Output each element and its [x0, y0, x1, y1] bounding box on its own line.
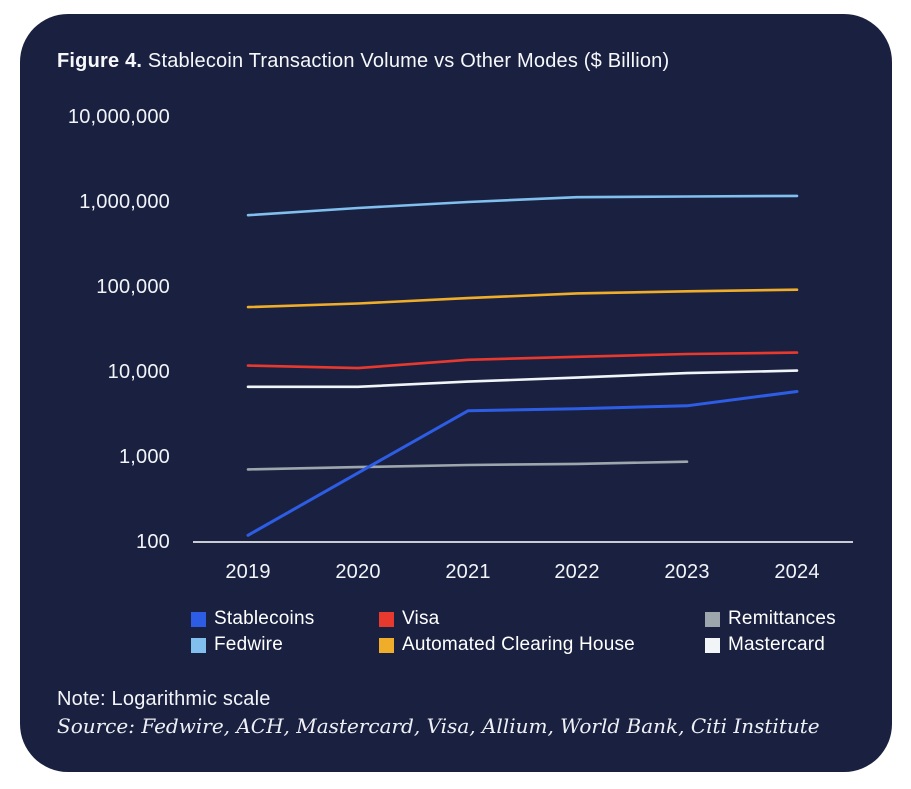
visa-swatch-icon: [379, 611, 394, 627]
legend-label: Fedwire: [214, 634, 283, 655]
legend-label: Visa: [402, 608, 440, 629]
legend-item-stablecoins: Stablecoins: [191, 608, 315, 629]
legend-item-fedwire: Fedwire: [191, 634, 283, 655]
y-tick-label: 100,000: [96, 276, 170, 298]
legend-item-remittances: Remittances: [705, 608, 836, 629]
legend-item-visa: Visa: [379, 608, 440, 629]
source-text: Source: Fedwire, ACH, Mastercard, Visa, …: [57, 714, 820, 738]
legend-item-mastercard: Mastercard: [705, 634, 826, 655]
legend-label: Automated Clearing House: [402, 634, 635, 655]
figure-title: Figure 4. Stablecoin Transaction Volume …: [57, 50, 669, 73]
remittances-swatch-icon: [705, 611, 720, 627]
y-tick-label: 1,000,000: [79, 191, 170, 213]
y-tick-label: 100: [136, 531, 170, 553]
legend-label: Mastercard: [728, 634, 826, 655]
chart-line-stablecoins: [246, 390, 799, 537]
mastercard-swatch-icon: [705, 637, 720, 653]
ach-swatch-icon: [379, 637, 394, 653]
y-tick-label: 10,000: [107, 361, 170, 383]
figure-card: Figure 4. Stablecoin Transaction Volume …: [20, 14, 892, 772]
chart-line-mastercard: [246, 369, 799, 389]
note-text: Note: Logarithmic scale: [57, 688, 271, 710]
fedwire-swatch-icon: [191, 637, 206, 653]
x-tick-label: 2021: [445, 561, 491, 583]
stablecoins-swatch-icon: [191, 611, 206, 627]
chart-line-remittances: [246, 460, 689, 471]
x-tick-label: 2020: [335, 561, 381, 583]
legend-item-ach: Automated Clearing House: [379, 634, 635, 655]
y-tick-label: 10,000,000: [67, 106, 170, 128]
figure-number: Figure 4.: [57, 50, 143, 72]
chart-line-ach: [246, 288, 799, 309]
legend-label: Stablecoins: [214, 608, 315, 629]
line-chart: [193, 194, 853, 543]
chart-line-fedwire: [246, 194, 799, 217]
x-tick-label: 2019: [225, 561, 271, 583]
x-tick-label: 2022: [554, 561, 600, 583]
legend-label: Remittances: [728, 608, 836, 629]
x-tick-label: 2023: [664, 561, 710, 583]
figure-title-text: Stablecoin Transaction Volume vs Other M…: [147, 50, 670, 72]
y-tick-label: 1,000: [118, 446, 170, 468]
x-tick-label: 2024: [774, 561, 820, 583]
chart-line-visa: [246, 351, 799, 370]
